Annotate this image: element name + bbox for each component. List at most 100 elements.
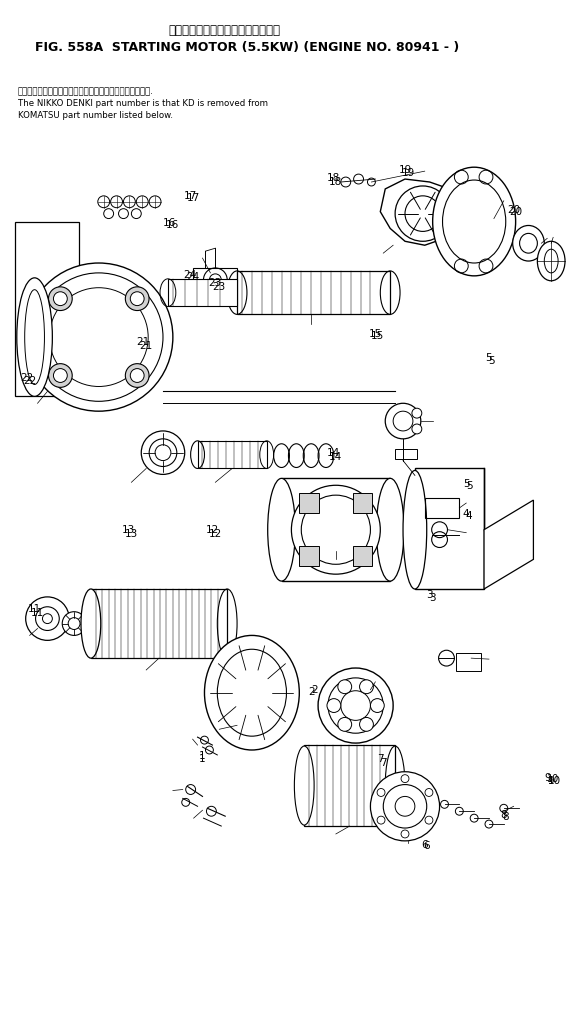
Polygon shape bbox=[484, 500, 534, 589]
Polygon shape bbox=[193, 268, 237, 293]
Text: 1: 1 bbox=[199, 751, 206, 760]
Circle shape bbox=[470, 814, 478, 822]
Circle shape bbox=[359, 718, 373, 731]
Text: 21: 21 bbox=[140, 341, 153, 351]
Circle shape bbox=[53, 292, 67, 305]
Circle shape bbox=[338, 718, 352, 731]
Text: 7: 7 bbox=[377, 753, 384, 764]
Text: 17: 17 bbox=[184, 191, 197, 201]
Text: 12: 12 bbox=[206, 524, 219, 534]
Text: 11: 11 bbox=[28, 603, 41, 613]
Ellipse shape bbox=[81, 589, 101, 658]
Circle shape bbox=[131, 292, 144, 305]
Text: 10: 10 bbox=[547, 776, 561, 786]
Polygon shape bbox=[304, 745, 395, 826]
Text: 24: 24 bbox=[186, 272, 200, 282]
Polygon shape bbox=[300, 493, 319, 513]
Ellipse shape bbox=[513, 225, 545, 261]
Circle shape bbox=[48, 287, 72, 310]
Ellipse shape bbox=[538, 241, 565, 281]
Text: 19: 19 bbox=[401, 168, 415, 178]
Text: KOMATSU part number listed below.: KOMATSU part number listed below. bbox=[18, 111, 172, 120]
Circle shape bbox=[370, 699, 384, 713]
Text: 16: 16 bbox=[166, 220, 179, 230]
Text: 23: 23 bbox=[209, 278, 222, 288]
Polygon shape bbox=[415, 468, 484, 589]
Text: 品番のメーカ記号ＫＤを除いたものが日興電機の品番です.: 品番のメーカ記号ＫＤを除いたものが日興電機の品番です. bbox=[18, 87, 154, 96]
Circle shape bbox=[292, 486, 380, 574]
Circle shape bbox=[26, 597, 69, 641]
Circle shape bbox=[48, 364, 72, 387]
Polygon shape bbox=[237, 271, 390, 314]
Polygon shape bbox=[198, 441, 267, 468]
Text: 14: 14 bbox=[327, 447, 340, 457]
Polygon shape bbox=[352, 493, 372, 513]
Text: 20: 20 bbox=[507, 205, 520, 215]
Polygon shape bbox=[91, 589, 227, 658]
Ellipse shape bbox=[17, 278, 52, 396]
Text: 18: 18 bbox=[329, 177, 343, 187]
Text: 17: 17 bbox=[187, 193, 200, 203]
Text: 21: 21 bbox=[137, 337, 150, 347]
Text: 8: 8 bbox=[503, 812, 509, 822]
Circle shape bbox=[125, 364, 149, 387]
Text: 22: 22 bbox=[23, 375, 36, 385]
Polygon shape bbox=[15, 221, 79, 396]
Text: 18: 18 bbox=[327, 173, 340, 184]
Text: 13: 13 bbox=[125, 528, 138, 538]
Ellipse shape bbox=[205, 636, 300, 750]
Text: 10: 10 bbox=[547, 774, 559, 784]
Circle shape bbox=[412, 409, 422, 418]
Circle shape bbox=[327, 699, 341, 713]
Text: 5: 5 bbox=[489, 356, 495, 366]
Ellipse shape bbox=[403, 470, 427, 589]
Text: 4: 4 bbox=[463, 509, 470, 519]
Text: 6: 6 bbox=[423, 841, 430, 851]
Circle shape bbox=[370, 772, 439, 841]
Circle shape bbox=[359, 679, 373, 694]
Text: 22: 22 bbox=[20, 372, 33, 382]
Ellipse shape bbox=[268, 479, 296, 581]
Polygon shape bbox=[168, 279, 237, 306]
Bar bbox=[425, 498, 459, 518]
Text: 9: 9 bbox=[547, 776, 554, 786]
Text: 5: 5 bbox=[466, 482, 473, 491]
Polygon shape bbox=[300, 547, 319, 566]
Text: 2: 2 bbox=[308, 686, 315, 697]
Text: 1: 1 bbox=[199, 753, 206, 764]
Text: 7: 7 bbox=[380, 757, 386, 768]
Text: 6: 6 bbox=[421, 840, 428, 850]
Polygon shape bbox=[352, 547, 372, 566]
Polygon shape bbox=[380, 179, 459, 245]
Circle shape bbox=[440, 800, 448, 808]
Text: 20: 20 bbox=[509, 207, 522, 217]
Text: 8: 8 bbox=[500, 810, 507, 820]
Text: 16: 16 bbox=[163, 218, 177, 227]
Text: 23: 23 bbox=[213, 282, 226, 292]
Circle shape bbox=[25, 263, 173, 412]
Polygon shape bbox=[282, 479, 390, 581]
Text: 5: 5 bbox=[463, 480, 470, 490]
Text: FIG. 558A  STARTING MOTOR (5.5KW) (ENGINE NO. 80941 - ): FIG. 558A STARTING MOTOR (5.5KW) (ENGINE… bbox=[34, 41, 459, 54]
Circle shape bbox=[53, 369, 67, 382]
Text: 9: 9 bbox=[544, 773, 550, 783]
Circle shape bbox=[318, 668, 393, 743]
Text: 3: 3 bbox=[430, 593, 436, 603]
Ellipse shape bbox=[432, 167, 516, 276]
Text: 4: 4 bbox=[466, 511, 473, 521]
Bar bbox=[457, 653, 481, 671]
Text: 14: 14 bbox=[329, 451, 343, 461]
Text: 3: 3 bbox=[427, 590, 433, 600]
Bar bbox=[395, 449, 417, 458]
Text: 12: 12 bbox=[209, 528, 222, 538]
Circle shape bbox=[62, 611, 86, 636]
Ellipse shape bbox=[377, 479, 404, 581]
Text: 24: 24 bbox=[183, 270, 196, 280]
Circle shape bbox=[125, 287, 149, 310]
Text: 15: 15 bbox=[371, 332, 384, 341]
Text: スターティングモータ　　適用号機: スターティングモータ 適用号機 bbox=[168, 24, 280, 37]
Text: 11: 11 bbox=[31, 607, 44, 618]
Circle shape bbox=[455, 807, 463, 815]
Circle shape bbox=[141, 431, 185, 475]
Text: 2: 2 bbox=[311, 684, 317, 695]
